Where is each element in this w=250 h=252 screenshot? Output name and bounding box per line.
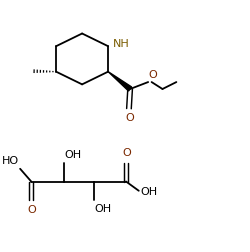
Text: O: O — [125, 113, 134, 123]
Text: OH: OH — [65, 150, 82, 160]
Text: O: O — [122, 148, 131, 158]
Text: HO: HO — [2, 156, 19, 167]
Text: OH: OH — [140, 187, 157, 197]
Text: NH: NH — [113, 39, 130, 49]
Text: OH: OH — [95, 204, 112, 214]
Polygon shape — [108, 72, 132, 91]
Text: O: O — [149, 71, 158, 80]
Text: O: O — [27, 205, 36, 215]
